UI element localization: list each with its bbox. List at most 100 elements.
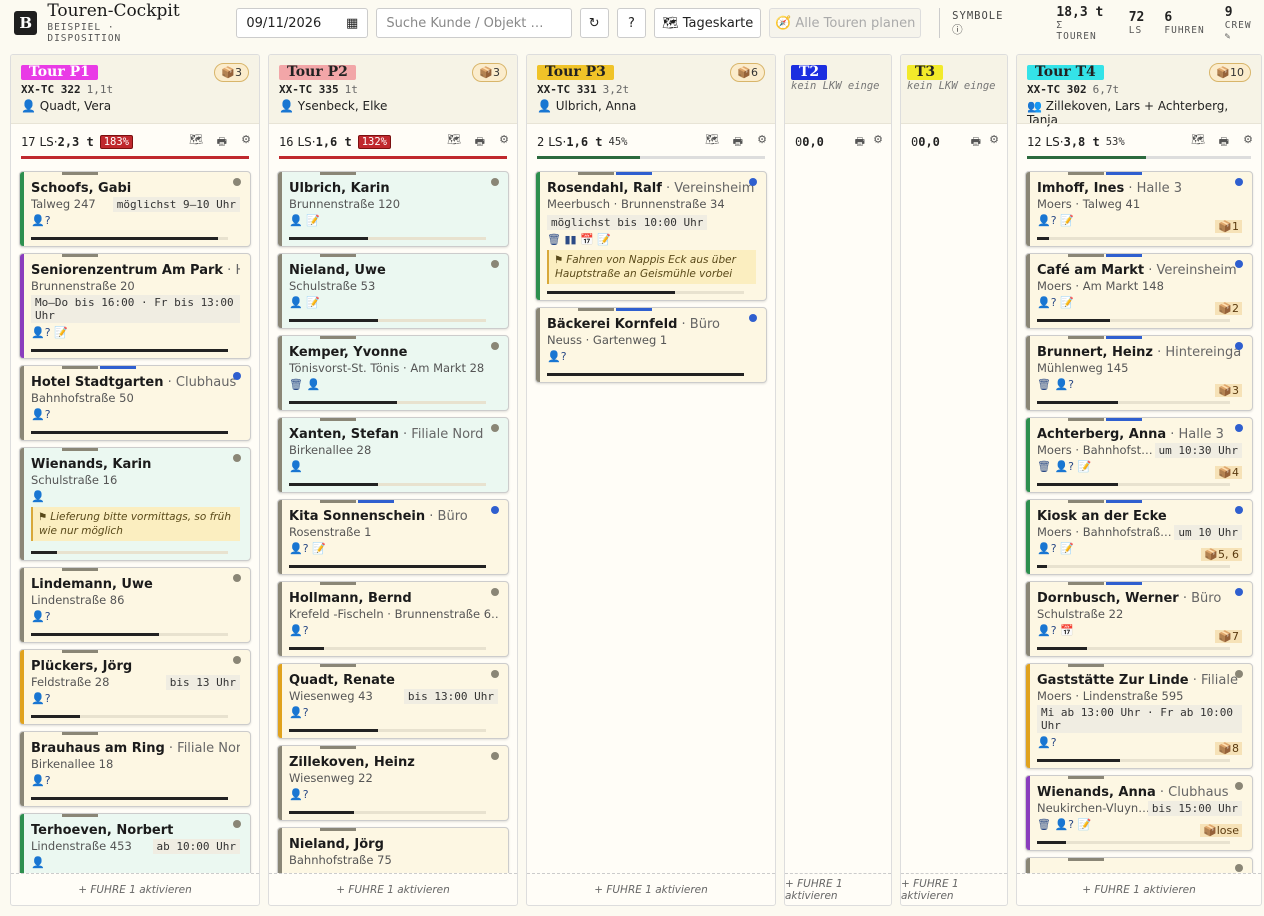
stop-card[interactable]: Schoofs, Gabi Talweg 247 möglichst 9–10 Uh… — [19, 171, 251, 247]
route-marker — [1068, 582, 1104, 585]
tour-tag[interactable]: T3 — [907, 65, 944, 80]
driver-name[interactable]: 👤 Ysenbeck, Elke — [279, 99, 388, 113]
stop-icons: 👤? — [31, 408, 51, 421]
activate-fuhre-button[interactable]: + FUHRE 1 aktivieren — [901, 873, 1007, 905]
customer-suffix: · Halle 3 — [1166, 427, 1224, 442]
customer-name: Brauhaus am Ring · Filiale Nord — [31, 741, 240, 756]
activate-fuhre-button[interactable]: + FUHRE 1 aktivieren — [785, 873, 891, 905]
stop-icons: 🗑 👤? — [1037, 378, 1074, 391]
time-window: Mo–Do bis 16:00 · Fr bis 13:00 Uhr — [31, 295, 240, 323]
stop-card[interactable]: Kemper, Yvonne Tönisvorst-St. Tönis · Am … — [277, 335, 509, 411]
stop-card[interactable]: Brauhaus am Ring · Filiale NordBirkenall… — [19, 731, 251, 807]
gear-icon[interactable]: ⚙ — [241, 133, 251, 146]
stop-card[interactable]: Nieland, Uwe Schulstraße 53 👤 📝 — [277, 253, 509, 329]
stop-card[interactable]: Plückers, Jörg Feldstraße 28 bis 13 Uhr 👤? — [19, 649, 251, 725]
customer-name: Brunnert, Heinz · Hintereingang — [1037, 345, 1242, 360]
plan-all-button[interactable]: 🧭 Alle Touren planen — [769, 8, 922, 38]
print-icon[interactable]: 🖶 — [216, 135, 227, 148]
map-icon[interactable]: 🗺 — [705, 133, 719, 146]
customer-suffix: · Filiale N… — [1192, 673, 1242, 688]
gear-icon[interactable]: ⚙ — [989, 133, 999, 146]
map-icon[interactable]: 🗺 — [189, 133, 203, 146]
driver-name[interactable]: 👤 Ulbrich, Anna — [537, 99, 637, 113]
map-icon[interactable]: 🗺 — [447, 133, 461, 146]
address-text: Wiesenweg 22 — [289, 771, 373, 785]
stop-card[interactable]: Terhoeven, Norbert Lindenstraße 453 ab 10:… — [19, 813, 251, 873]
activate-fuhre-button[interactable]: + FUHRE 1 aktivieren — [1017, 873, 1261, 905]
activate-fuhre-button[interactable]: + FUHRE 1 aktivieren — [269, 873, 517, 905]
status-dot — [233, 454, 241, 462]
stop-card[interactable]: Wienands, Karin Schulstraße 16 👤 ⚑ Lieferun… — [19, 447, 251, 561]
daymap-button[interactable]: 🗺 Tageskarte — [654, 8, 762, 38]
stop-card[interactable]: Rosendahl, Ralf · Vereinsheim Meerbusch ·… — [535, 171, 767, 301]
stop-card[interactable]: Achterberg, Anna · Halle 3 Moers · Bahnho… — [1025, 417, 1253, 493]
status-stripe — [1026, 858, 1030, 873]
customer-suffix: · Büro — [677, 317, 720, 332]
calendar-icon: ▦ — [346, 15, 359, 31]
stop-card[interactable]: Kita Sonnenschein · Büro Rosenstraße 1 👤? … — [277, 499, 509, 575]
symbols-legend[interactable]: SYMBOLE ⓘ — [939, 8, 1020, 38]
stop-card[interactable]: Imhoff, Ines · Halle 3 Moers · Talweg 41 👤… — [1025, 171, 1253, 247]
stop-card[interactable]: Seniorenzentrum Am Park · Hi…Brunnenstra… — [19, 253, 251, 359]
stop-card[interactable]: Hotel Stadtgarten · Clubhaus Bahnhofstraß… — [19, 365, 251, 441]
route-marker — [1106, 172, 1142, 175]
print-icon[interactable]: 🖶 — [1218, 135, 1229, 148]
stop-card[interactable]: Kiosk an der Ecke Moers · Bahnhofstraß… um… — [1025, 499, 1253, 575]
stop-card[interactable]: Hollmann, Bernd Krefeld -Fischeln · Brunn… — [277, 581, 509, 657]
stop-card[interactable]: Nieland, Jörg Bahnhofstraße 75 — [277, 827, 509, 873]
stop-card[interactable]: Bäckerei Kornfeld · Büro Neuss · Gartenwe… — [535, 307, 767, 383]
gear-icon[interactable]: ⚙ — [499, 133, 509, 146]
stop-card[interactable]: Quadt, Renate Wiesenweg 43 bis 13:00 Uhr 👤? — [277, 663, 509, 739]
refresh-button[interactable]: ↻ — [579, 8, 609, 38]
stop-icons: 👤? 📝 — [1037, 542, 1074, 555]
customer-address: Neuss · Gartenweg 1 — [547, 333, 756, 347]
date-input[interactable]: 09/11/2026 ▦ — [236, 8, 369, 38]
progress-fill — [289, 811, 354, 814]
customer-name: Rosendahl, Ralf · Vereinsheim — [547, 181, 756, 196]
route-marker — [320, 254, 356, 257]
load-bar-fill — [279, 156, 507, 159]
gear-icon[interactable]: ⚙ — [1243, 133, 1253, 146]
gear-icon[interactable]: ⚙ — [873, 133, 883, 146]
stop-card[interactable] — [1025, 857, 1253, 873]
customer-address: Neukirchen-Vluyn… bis 15:00 Uhr — [1037, 801, 1242, 816]
progress-fill — [1037, 237, 1049, 240]
driver-name[interactable]: 👤 Quadt, Vera — [21, 99, 112, 113]
stat-crew[interactable]: 9 CREW ✎ — [1225, 5, 1264, 42]
print-icon[interactable]: 🖶 — [732, 135, 743, 148]
stop-card[interactable]: Zillekoven, Heinz Wiesenweg 22 👤? — [277, 745, 509, 821]
print-icon[interactable]: 🖶 — [854, 135, 865, 148]
stop-card[interactable]: Café am Markt · Vereinsheim Moers · Am Ma… — [1025, 253, 1253, 329]
stop-card[interactable]: Xanten, Stefan · Filiale Nord Birkenallee… — [277, 417, 509, 493]
customer-label: Lindemann, Uwe — [31, 577, 153, 592]
stop-icons: 👤 — [31, 856, 45, 869]
activate-fuhre-button[interactable]: + FUHRE 1 aktivieren — [11, 873, 259, 905]
progress-bar — [547, 291, 744, 294]
stop-card[interactable]: Brunnert, Heinz · HintereingangMühlenweg… — [1025, 335, 1253, 411]
tour-header: Tour P3 📦6 XX-TC 331 3,2t 👤 Ulbrich, Anna — [527, 55, 775, 123]
stop-card[interactable]: Dornbusch, Werner · Büro Schulstraße 22 👤?… — [1025, 581, 1253, 657]
activate-fuhre-button[interactable]: + FUHRE 1 aktivieren — [527, 873, 775, 905]
search-input[interactable]: Suche Kunde / Objekt … — [376, 8, 572, 38]
load-percent-badge: 53% — [1105, 135, 1125, 148]
package-badge: 📦1 — [1215, 220, 1242, 233]
gear-icon[interactable]: ⚙ — [757, 133, 767, 146]
print-icon[interactable]: 🖶 — [474, 135, 485, 148]
tour-tag[interactable]: Tour P1 — [21, 65, 98, 80]
print-icon[interactable]: 🖶 — [970, 135, 981, 148]
tour-tag[interactable]: Tour P2 — [279, 65, 356, 80]
tour-tag[interactable]: Tour T4 — [1027, 65, 1104, 80]
status-stripe — [20, 254, 24, 358]
tour-weight: 1,6 t — [566, 134, 603, 149]
time-window: möglichst bis 10:00 Uhr — [547, 215, 708, 230]
customer-label: Terhoeven, Norbert — [31, 823, 174, 838]
plate-number: XX-TC 302 — [1027, 83, 1087, 96]
stop-card[interactable]: Lindemann, Uwe Lindenstraße 86 👤? — [19, 567, 251, 643]
stop-card[interactable]: Gaststätte Zur Linde · Filiale N…Moers ·… — [1025, 663, 1253, 769]
stop-card[interactable]: Ulbrich, Karin Brunnenstraße 120 👤 📝 — [277, 171, 509, 247]
tour-tag[interactable]: T2 — [791, 65, 828, 80]
help-button[interactable]: ? — [616, 8, 647, 38]
map-icon[interactable]: 🗺 — [1191, 133, 1205, 146]
stop-card[interactable]: Wienands, Anna · Clubhaus Neukirchen-Vluy… — [1025, 775, 1253, 851]
tour-tag[interactable]: Tour P3 — [537, 65, 614, 80]
